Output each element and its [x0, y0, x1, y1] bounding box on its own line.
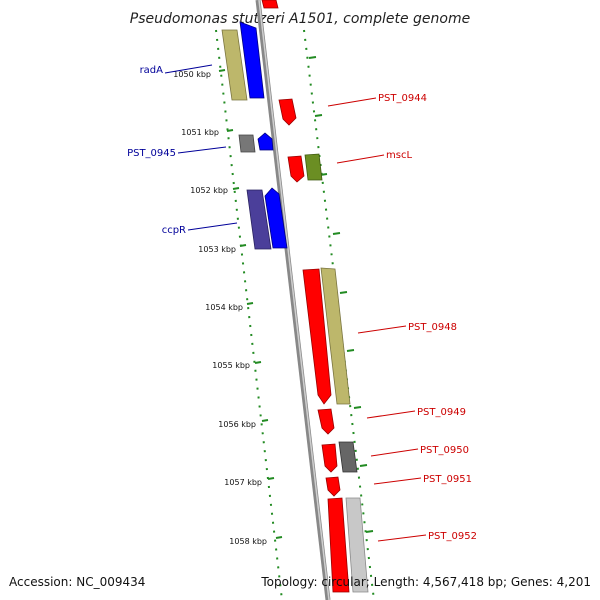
gene-pst0952-silver[interactable]: [345, 497, 369, 593]
kbp-label: 1056 kbp: [218, 420, 256, 429]
gene-ccpR-purple[interactable]: [246, 189, 272, 250]
gene-mscL-olive[interactable]: [304, 153, 323, 181]
gene-pst0949[interactable]: [317, 408, 335, 435]
gene-pst0944[interactable]: [278, 98, 297, 126]
forward-strand-features: [261, 0, 369, 593]
backbone: [255, 0, 331, 600]
gene-label-pst0949: PST_0949: [417, 407, 466, 418]
kbp-label: 1054 kbp: [205, 303, 243, 312]
gene-label-pst0951: PST_0951: [423, 474, 472, 485]
kbp-label: 1057 kbp: [224, 478, 262, 487]
gene-label-pst0945: PST_0945: [127, 148, 176, 159]
reverse-strand-features: [221, 21, 288, 250]
gene-pst0945-grey[interactable]: [238, 134, 256, 153]
gene-radA-olive[interactable]: [221, 29, 248, 101]
gene-pst0950[interactable]: [321, 443, 338, 473]
map-title: Pseudomonas stutzeri A1501, complete gen…: [130, 11, 470, 27]
gene-label-mscL: mscL: [386, 150, 412, 161]
kbp-label: 1053 kbp: [198, 245, 236, 254]
gene-label-pst0952: PST_0952: [428, 531, 477, 542]
gene-label-pst0944: PST_0944: [378, 93, 427, 104]
gene-label-pst0950: PST_0950: [420, 445, 469, 456]
gene-pst0950-grey[interactable]: [338, 441, 358, 473]
gene-label-pst0948: PST_0948: [408, 322, 457, 333]
label-leaders: [164, 64, 427, 542]
gene-pst0945[interactable]: [257, 132, 274, 151]
gene-pst0948-olive[interactable]: [320, 267, 351, 405]
kbp-label: 1055 kbp: [212, 361, 250, 370]
gene-ccpR[interactable]: [264, 187, 288, 249]
gene-label-ccpR: ccpR: [162, 225, 186, 236]
kbp-label: 1050 kbp: [173, 70, 211, 79]
kbp-axis-labels: 1050 kbp 1051 kbp 1052 kbp 1053 kbp 1054…: [173, 70, 267, 546]
kbp-label: 1058 kbp: [229, 537, 267, 546]
gene-pst0951[interactable]: [325, 476, 341, 497]
topology-summary: Topology: circular; Length: 4,567,418 bp…: [260, 575, 591, 589]
gene-label-radA: radA: [140, 65, 164, 76]
kbp-label: 1052 kbp: [190, 186, 228, 195]
left-tick-rail: [215, 29, 283, 600]
right-tick-rail: [303, 29, 375, 600]
kbp-label: 1051 kbp: [181, 128, 219, 137]
accession-text: Accession: NC_009434: [9, 575, 145, 589]
gene-pst0952[interactable]: [327, 497, 350, 593]
gene-pst0948[interactable]: [302, 268, 332, 405]
gene-mscL[interactable]: [287, 155, 305, 183]
gene-top-partial[interactable]: [261, 0, 279, 9]
gene-radA[interactable]: [239, 21, 265, 99]
